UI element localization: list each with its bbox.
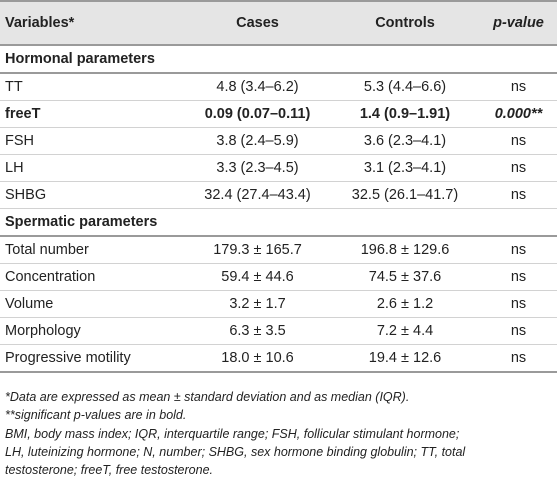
table-cell [185, 45, 330, 74]
header-cases: Cases [185, 0, 330, 46]
table-row: FSH 3.8 (2.4–5.9) 3.6 (2.3–4.1) ns [0, 127, 557, 155]
p-value: 0.000** [480, 100, 557, 128]
row-label: TT [0, 73, 185, 101]
controls-value: 1.4 (0.9–1.91) [330, 100, 480, 128]
p-value: ns [480, 317, 557, 345]
row-label: Concentration [0, 263, 185, 291]
table-row: Volume 3.2 ± 1.7 2.6 ± 1.2 ns [0, 290, 557, 318]
data-table: Variables* Cases Controls p-value Hormon… [0, 0, 557, 373]
p-value: ns [480, 154, 557, 182]
controls-value: 3.6 (2.3–4.1) [330, 127, 480, 155]
table-row: SHBG 32.4 (27.4–43.4) 32.5 (26.1–41.7) n… [0, 181, 557, 209]
row-label: Total number [0, 236, 185, 264]
section-row-spermatic: Spermatic parameters [0, 208, 557, 237]
controls-value: 3.1 (2.3–4.1) [330, 154, 480, 182]
controls-value: 2.6 ± 1.2 [330, 290, 480, 318]
header-variables: Variables* [0, 0, 185, 46]
row-label: LH [0, 154, 185, 182]
header-controls: Controls [330, 0, 480, 46]
controls-value: 74.5 ± 37.6 [330, 263, 480, 291]
table-row: Total number 179.3 ± 165.7 196.8 ± 129.6… [0, 236, 557, 264]
cases-value: 18.0 ± 10.6 [185, 344, 330, 373]
table-row: LH 3.3 (2.3–4.5) 3.1 (2.3–4.1) ns [0, 154, 557, 182]
footnote-abbreviations-line2: LH, luteinizing hormone; N, number; SHBG… [5, 444, 466, 459]
section-label: Spermatic parameters [0, 208, 185, 237]
header-row: Variables* Cases Controls p-value [0, 0, 557, 46]
controls-value: 19.4 ± 12.6 [330, 344, 480, 373]
table-row: freeT 0.09 (0.07–0.11) 1.4 (0.9–1.91) 0.… [0, 100, 557, 128]
table-cell [330, 208, 480, 237]
row-label: Progressive motility [0, 344, 185, 373]
row-label: Morphology [0, 317, 185, 345]
cases-value: 3.3 (2.3–4.5) [185, 154, 330, 182]
p-value: ns [480, 290, 557, 318]
table-cell [330, 45, 480, 74]
cases-value: 59.4 ± 44.6 [185, 263, 330, 291]
cases-value: 3.8 (2.4–5.9) [185, 127, 330, 155]
p-value: ns [480, 73, 557, 101]
p-value: ns [480, 181, 557, 209]
table-cell [480, 208, 557, 237]
table-row: Morphology 6.3 ± 3.5 7.2 ± 4.4 ns [0, 317, 557, 345]
footnote-abbreviations-line3: testosterone; freeT, free testosterone. [5, 463, 213, 478]
cases-value: 6.3 ± 3.5 [185, 317, 330, 345]
footnote-abbreviations-line1: BMI, body mass index; IQR, interquartile… [5, 426, 460, 441]
table-cell [480, 45, 557, 74]
cases-value: 0.09 (0.07–0.11) [185, 100, 330, 128]
header-p-value: p-value [480, 0, 557, 46]
p-value: ns [480, 263, 557, 291]
footnote-data-expression: *Data are expressed as mean ± standard d… [5, 390, 410, 404]
row-label: SHBG [0, 181, 185, 209]
row-label: Volume [0, 290, 185, 318]
section-row-hormonal: Hormonal parameters [0, 45, 557, 74]
controls-value: 32.5 (26.1–41.7) [330, 181, 480, 209]
cases-value: 32.4 (27.4–43.4) [185, 181, 330, 209]
p-value: ns [480, 344, 557, 373]
row-label: FSH [0, 127, 185, 155]
p-value: ns [480, 236, 557, 264]
table-row: Concentration 59.4 ± 44.6 74.5 ± 37.6 ns [0, 263, 557, 291]
cases-value: 3.2 ± 1.7 [185, 290, 330, 318]
cases-value: 4.8 (3.4–6.2) [185, 73, 330, 101]
table-row: TT 4.8 (3.4–6.2) 5.3 (4.4–6.6) ns [0, 73, 557, 101]
footnotes: *Data are expressed as mean ± standard d… [5, 388, 553, 479]
footnote-significance: **significant p-values are in bold. [5, 408, 187, 423]
row-label: freeT [0, 100, 185, 128]
cases-value: 179.3 ± 165.7 [185, 236, 330, 264]
controls-value: 5.3 (4.4–6.6) [330, 73, 480, 101]
section-label: Hormonal parameters [0, 45, 185, 74]
table-cell [185, 208, 330, 237]
p-value: ns [480, 127, 557, 155]
controls-value: 196.8 ± 129.6 [330, 236, 480, 264]
table-row: Progressive motility 18.0 ± 10.6 19.4 ± … [0, 344, 557, 373]
controls-value: 7.2 ± 4.4 [330, 317, 480, 345]
